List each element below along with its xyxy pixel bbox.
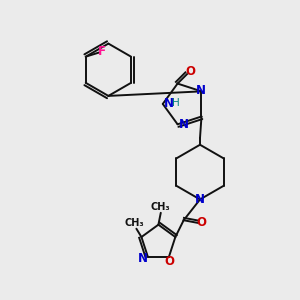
Text: N: N [196,84,206,97]
Text: O: O [196,216,206,229]
Text: N: N [138,252,148,265]
Text: CH₃: CH₃ [124,218,144,228]
Text: N: N [164,97,174,110]
Text: O: O [185,64,195,78]
Text: N: N [178,118,188,131]
Text: CH₃: CH₃ [151,202,171,212]
Text: N: N [195,193,205,206]
Text: F: F [98,45,106,58]
Text: O: O [165,255,175,268]
Text: H: H [172,98,179,108]
